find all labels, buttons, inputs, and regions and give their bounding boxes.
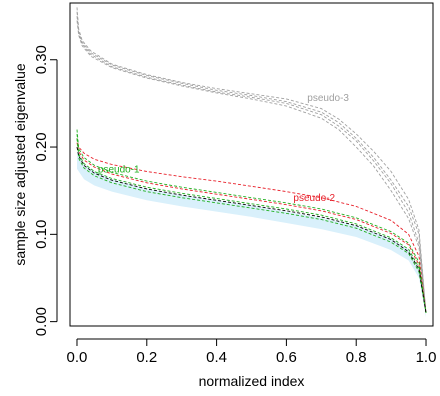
series-lines bbox=[76, 7, 427, 313]
x-tick-label: 0.6 bbox=[276, 349, 297, 366]
y-tick-label: 0.10 bbox=[33, 220, 50, 249]
x-tick-label: 0.2 bbox=[136, 349, 157, 366]
x-tick-label: 0.4 bbox=[206, 349, 227, 366]
confidence-band bbox=[77, 151, 426, 318]
series-line-6 bbox=[76, 142, 427, 313]
series-line-5 bbox=[76, 138, 427, 313]
x-tick-label: 0.0 bbox=[67, 349, 88, 366]
x-tick-label: 1.0 bbox=[416, 349, 437, 366]
y-tick-label: 0.30 bbox=[33, 45, 50, 74]
series-line-10 bbox=[76, 146, 427, 313]
x-tick-label: 0.8 bbox=[346, 349, 367, 366]
series-line-4 bbox=[76, 20, 427, 313]
band-area bbox=[77, 151, 426, 318]
series-labels: pseudo-3 pseudo-2 pseudo-1 bbox=[98, 93, 350, 204]
plot-frame bbox=[69, 2, 434, 327]
series-line-1 bbox=[76, 7, 427, 313]
series-label-pseudo-2: pseudo-2 bbox=[293, 193, 335, 204]
series-line-8 bbox=[76, 133, 427, 313]
x-axis-title: normalized index bbox=[199, 373, 305, 389]
y-axis-title: sample size adjusted eigenvalue bbox=[12, 63, 28, 266]
series-line-3 bbox=[76, 16, 427, 313]
y-tick-label: 0.00 bbox=[33, 307, 50, 336]
series-line-2 bbox=[76, 11, 427, 313]
series-line-7 bbox=[76, 129, 427, 313]
axes: 0.0 0.2 0.4 0.6 0.8 1.0 0.00 0.10 0.20 0.30 bbox=[33, 45, 436, 366]
series-label-pseudo-3: pseudo-3 bbox=[307, 93, 349, 104]
series-label-pseudo-1: pseudo-1 bbox=[98, 164, 140, 175]
series-line-9 bbox=[76, 138, 427, 313]
y-tick-label: 0.20 bbox=[33, 132, 50, 161]
